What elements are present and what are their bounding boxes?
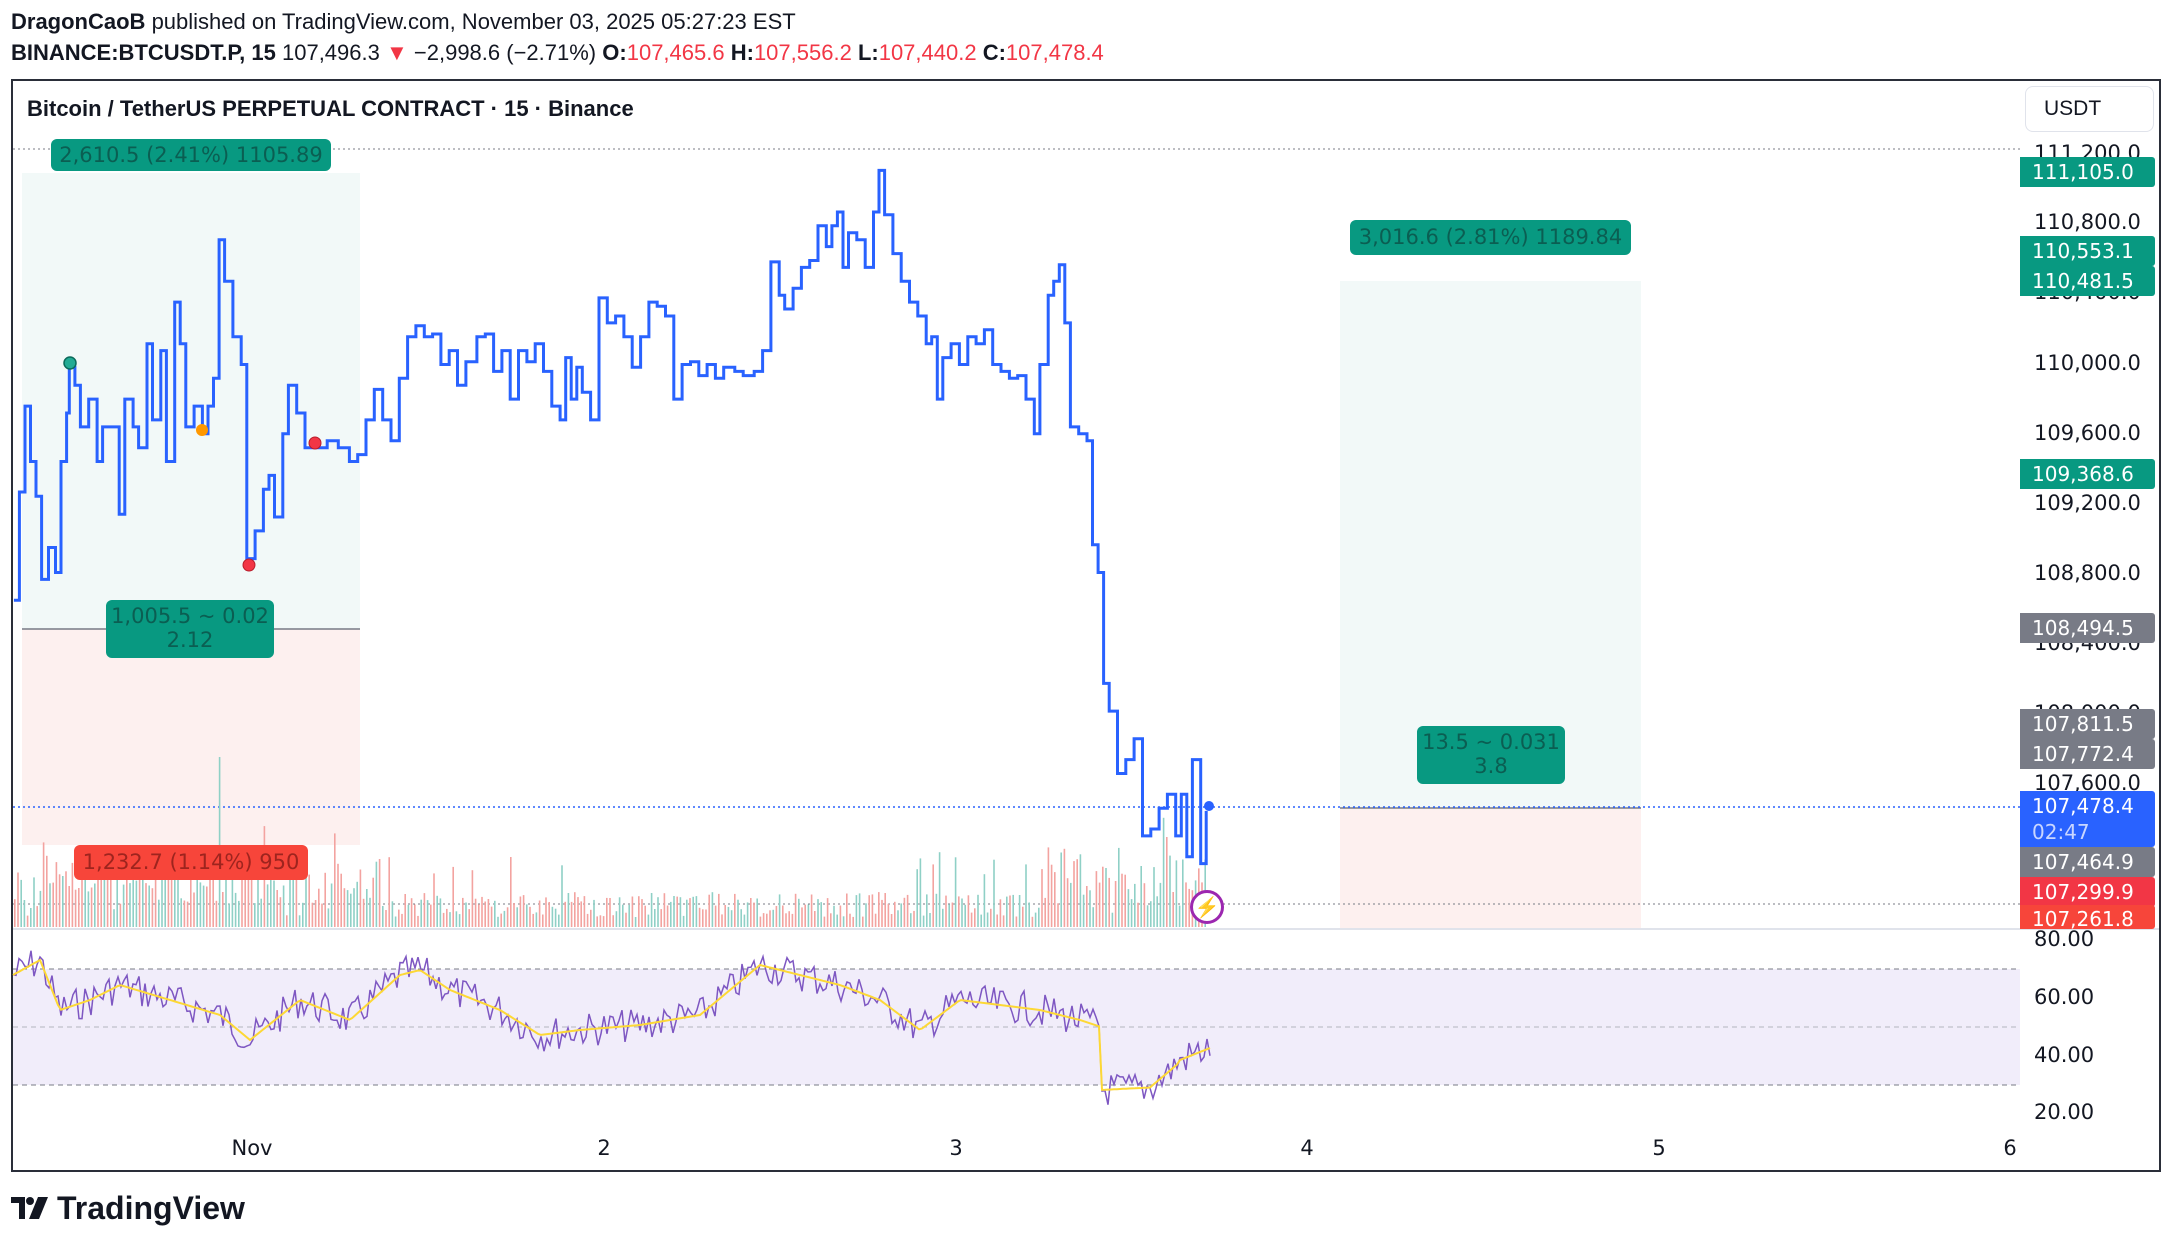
price-tick: 109,600.0 [2034, 421, 2141, 445]
chart-title: Bitcoin / TetherUS PERPETUAL CONTRACT · … [27, 96, 634, 121]
entry-badge-right[interactable]: 13.5 ~ 0.031 3.8 [1417, 726, 1565, 784]
last-price-value: 107,478.4 [2032, 794, 2134, 818]
high-label: H: [730, 40, 754, 65]
open-value: 107,465.6 [626, 40, 725, 65]
publish-info: DragonCaoB published on TradingView.com,… [11, 9, 796, 35]
time-tick: 3 [949, 1136, 963, 1160]
price-tag: 110,553.1 [2020, 236, 2155, 266]
price-tag: 110,481.5 [2020, 266, 2155, 296]
high-value: 107,556.2 [753, 40, 852, 65]
chart-frame[interactable] [11, 79, 2161, 1172]
volume-bars [14, 757, 1206, 927]
target-badge-left[interactable]: 2,610.5 (2.41%) 1105.89 [51, 139, 331, 171]
price-tag: 107,261.8 [2020, 905, 2155, 929]
price-tick: 110,800.0 [2034, 210, 2141, 234]
entry-left-line2: 2.12 [166, 628, 214, 652]
target-badge-right[interactable]: 3,016.6 (2.81%) 1189.84 [1350, 220, 1631, 255]
loss-zone-left [22, 629, 360, 845]
last-price-tag: 107,478.4 02:47 [2020, 791, 2155, 847]
price-tag: 109,368.6 [2020, 459, 2155, 489]
rsi-tick: 60.00 [2034, 985, 2095, 1009]
price-tag: 111,105.0 [2020, 157, 2155, 187]
close-label: C: [982, 40, 1006, 65]
publish-text: published on TradingView.com, November 0… [145, 9, 796, 34]
symbol: BINANCE:BTCUSDT.P, 15 [11, 40, 276, 65]
profit-zone-left [22, 173, 360, 629]
entry-right-line2: 3.8 [1474, 754, 1508, 778]
time-tick: 6 [2003, 1136, 2017, 1160]
price-tick: 108,800.0 [2034, 561, 2141, 585]
price-tag: 107,464.9 [2020, 847, 2155, 877]
brand-name: TradingView [57, 1190, 245, 1226]
entry-left-line1: 1,005.5 ~ 0.02 [111, 604, 269, 628]
open-label: O: [602, 40, 627, 65]
loss-zone-right [1340, 808, 1641, 929]
author-name[interactable]: DragonCaoB [11, 9, 146, 34]
low-label: L: [857, 40, 879, 65]
lightning-icon[interactable]: ⚡ [1190, 890, 1224, 924]
time-tick: 2 [597, 1136, 611, 1160]
time-tick: 5 [1652, 1136, 1666, 1160]
price-tick: 109,200.0 [2034, 491, 2141, 515]
close-value: 107,478.4 [1005, 40, 1104, 65]
bar-countdown: 02:47 [2032, 820, 2090, 844]
ohlc-legend: BINANCE:BTCUSDT.P, 15 107,496.3 ▼ −2,998… [11, 40, 1104, 66]
signal-dot-orange [196, 424, 208, 436]
entry-badge-left[interactable]: 1,005.5 ~ 0.02 2.12 [106, 600, 274, 658]
price-change: −2,998.6 (−2.71%) [413, 40, 597, 65]
price-tag: 107,811.5 [2020, 709, 2155, 739]
price-tick: 110,000.0 [2034, 351, 2141, 375]
rsi-ma-line [12, 958, 1211, 1091]
signal-dot-red [308, 436, 322, 450]
profit-zone-right [1340, 281, 1641, 808]
time-tick: 4 [1300, 1136, 1314, 1160]
signal-dot-red [242, 558, 256, 572]
stop-badge-left[interactable]: 1,232.7 (1.14%) 950 [74, 845, 308, 880]
down-arrow-icon: ▼ [385, 40, 408, 65]
price-tag: 108,494.5 [2020, 613, 2155, 643]
signal-dot-green [63, 356, 77, 370]
price-tag: 107,299.9 [2020, 877, 2155, 907]
time-tick: Nov [231, 1136, 273, 1160]
rsi-tick: 80.00 [2034, 927, 2095, 951]
rsi-line [12, 950, 1211, 1105]
tradingview-logo-icon [11, 1196, 48, 1219]
last-price-dot [1204, 801, 1214, 811]
currency-button[interactable]: USDT [2025, 86, 2154, 132]
price-tag: 107,772.4 [2020, 739, 2155, 769]
entry-right-line1: 13.5 ~ 0.031 [1422, 730, 1560, 754]
tradingview-logo[interactable]: TradingView [11, 1190, 245, 1227]
price-line [13, 168, 1208, 866]
rsi-tick: 20.00 [2034, 1100, 2095, 1124]
low-value: 107,440.2 [878, 40, 977, 65]
rsi-tick: 40.00 [2034, 1043, 2095, 1067]
last-price: 107,496.3 [281, 40, 380, 65]
